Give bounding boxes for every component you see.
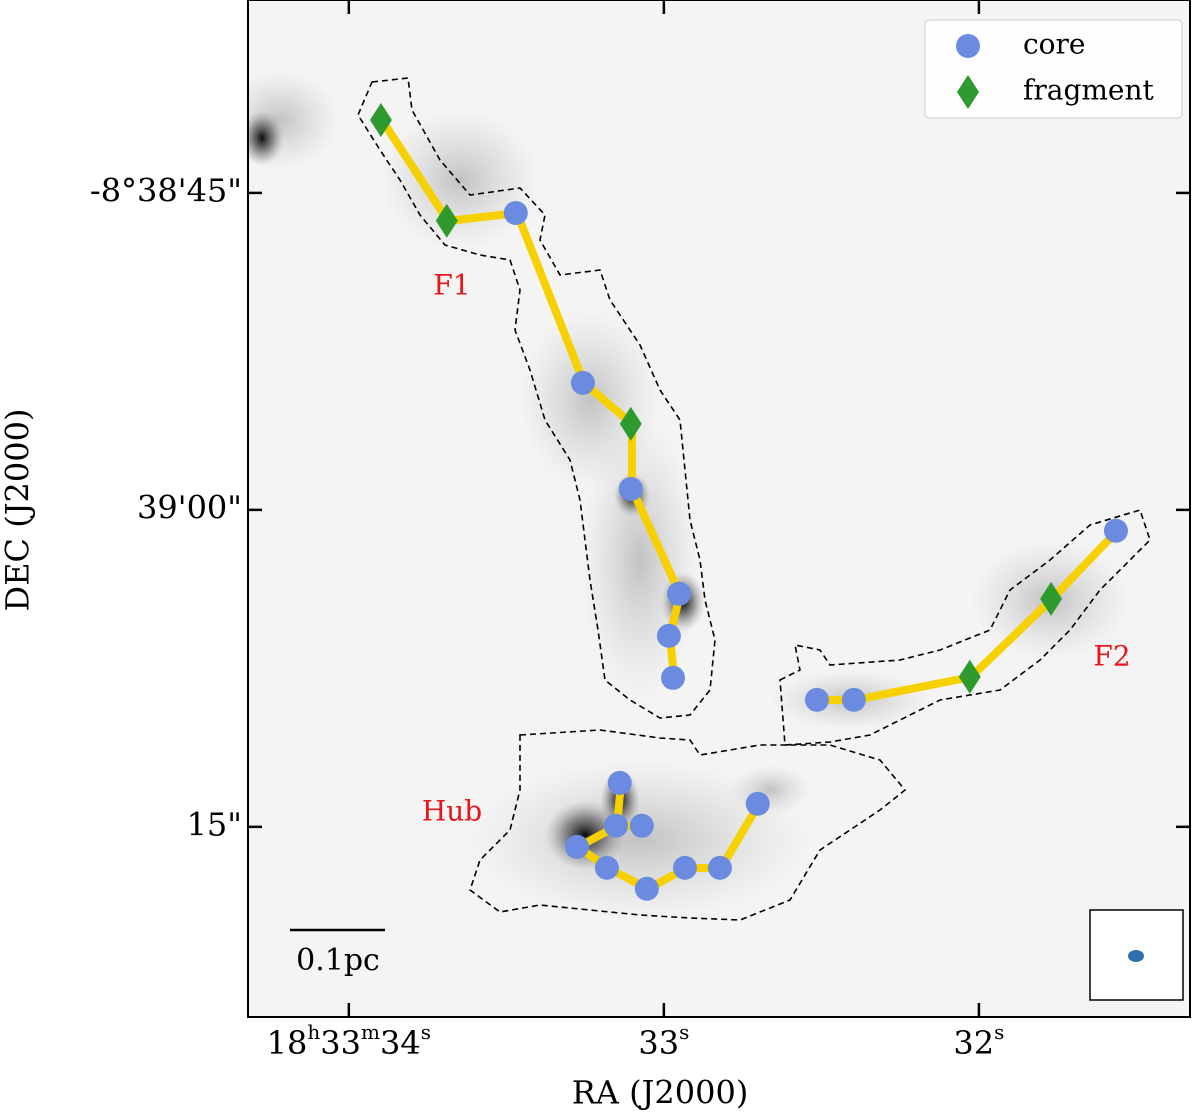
data-point: [672, 855, 697, 880]
data-point: [369, 103, 392, 138]
legend-label: fragment: [1023, 74, 1155, 107]
data-point: [661, 665, 686, 690]
contour: [469, 729, 907, 921]
x-axis-label: RA (J2000): [572, 1074, 749, 1112]
data-point: [570, 370, 595, 395]
y-tick-label: -8°38'45": [90, 171, 242, 209]
data-point: [1040, 581, 1063, 616]
data-point: [619, 406, 642, 441]
data-point: [666, 581, 691, 606]
x-tick-label: 32s: [953, 1020, 1004, 1062]
data-point: [958, 659, 981, 694]
y-axis-label: DEC (J2000): [0, 409, 37, 612]
data-point: [603, 813, 628, 838]
data-point: [804, 687, 829, 712]
data-point: [607, 770, 632, 795]
data-point: [707, 855, 732, 880]
scale-bar-label: 0.1pc: [296, 943, 380, 978]
data-point: [435, 203, 458, 238]
data-point: [564, 834, 589, 859]
data-point: [745, 791, 770, 816]
contour: [357, 77, 716, 719]
annotation: F1: [433, 269, 470, 302]
annotation: F2: [1093, 640, 1130, 673]
data-point: [629, 813, 654, 838]
data-point: [656, 623, 681, 648]
x-tick-label: 33s: [638, 1020, 689, 1062]
data-point: [503, 200, 528, 225]
data-point: [594, 855, 619, 880]
legend-label: core: [1023, 28, 1086, 61]
x-tick-label: 18h33m34s: [267, 1020, 431, 1062]
data-point: [841, 687, 866, 712]
annotation: Hub: [422, 795, 482, 828]
contour: [779, 509, 1151, 746]
y-tick-label: 15": [187, 805, 242, 843]
data-point: [634, 876, 659, 901]
data-point: [1103, 518, 1128, 543]
beam: [1128, 950, 1144, 962]
plot-frame: [247, 0, 1191, 1018]
y-tick-label: 39'00": [137, 488, 242, 526]
legend-marker: [956, 34, 980, 58]
data-point: [618, 476, 643, 501]
legend-box: [924, 19, 1183, 119]
legend-marker: [957, 75, 979, 109]
